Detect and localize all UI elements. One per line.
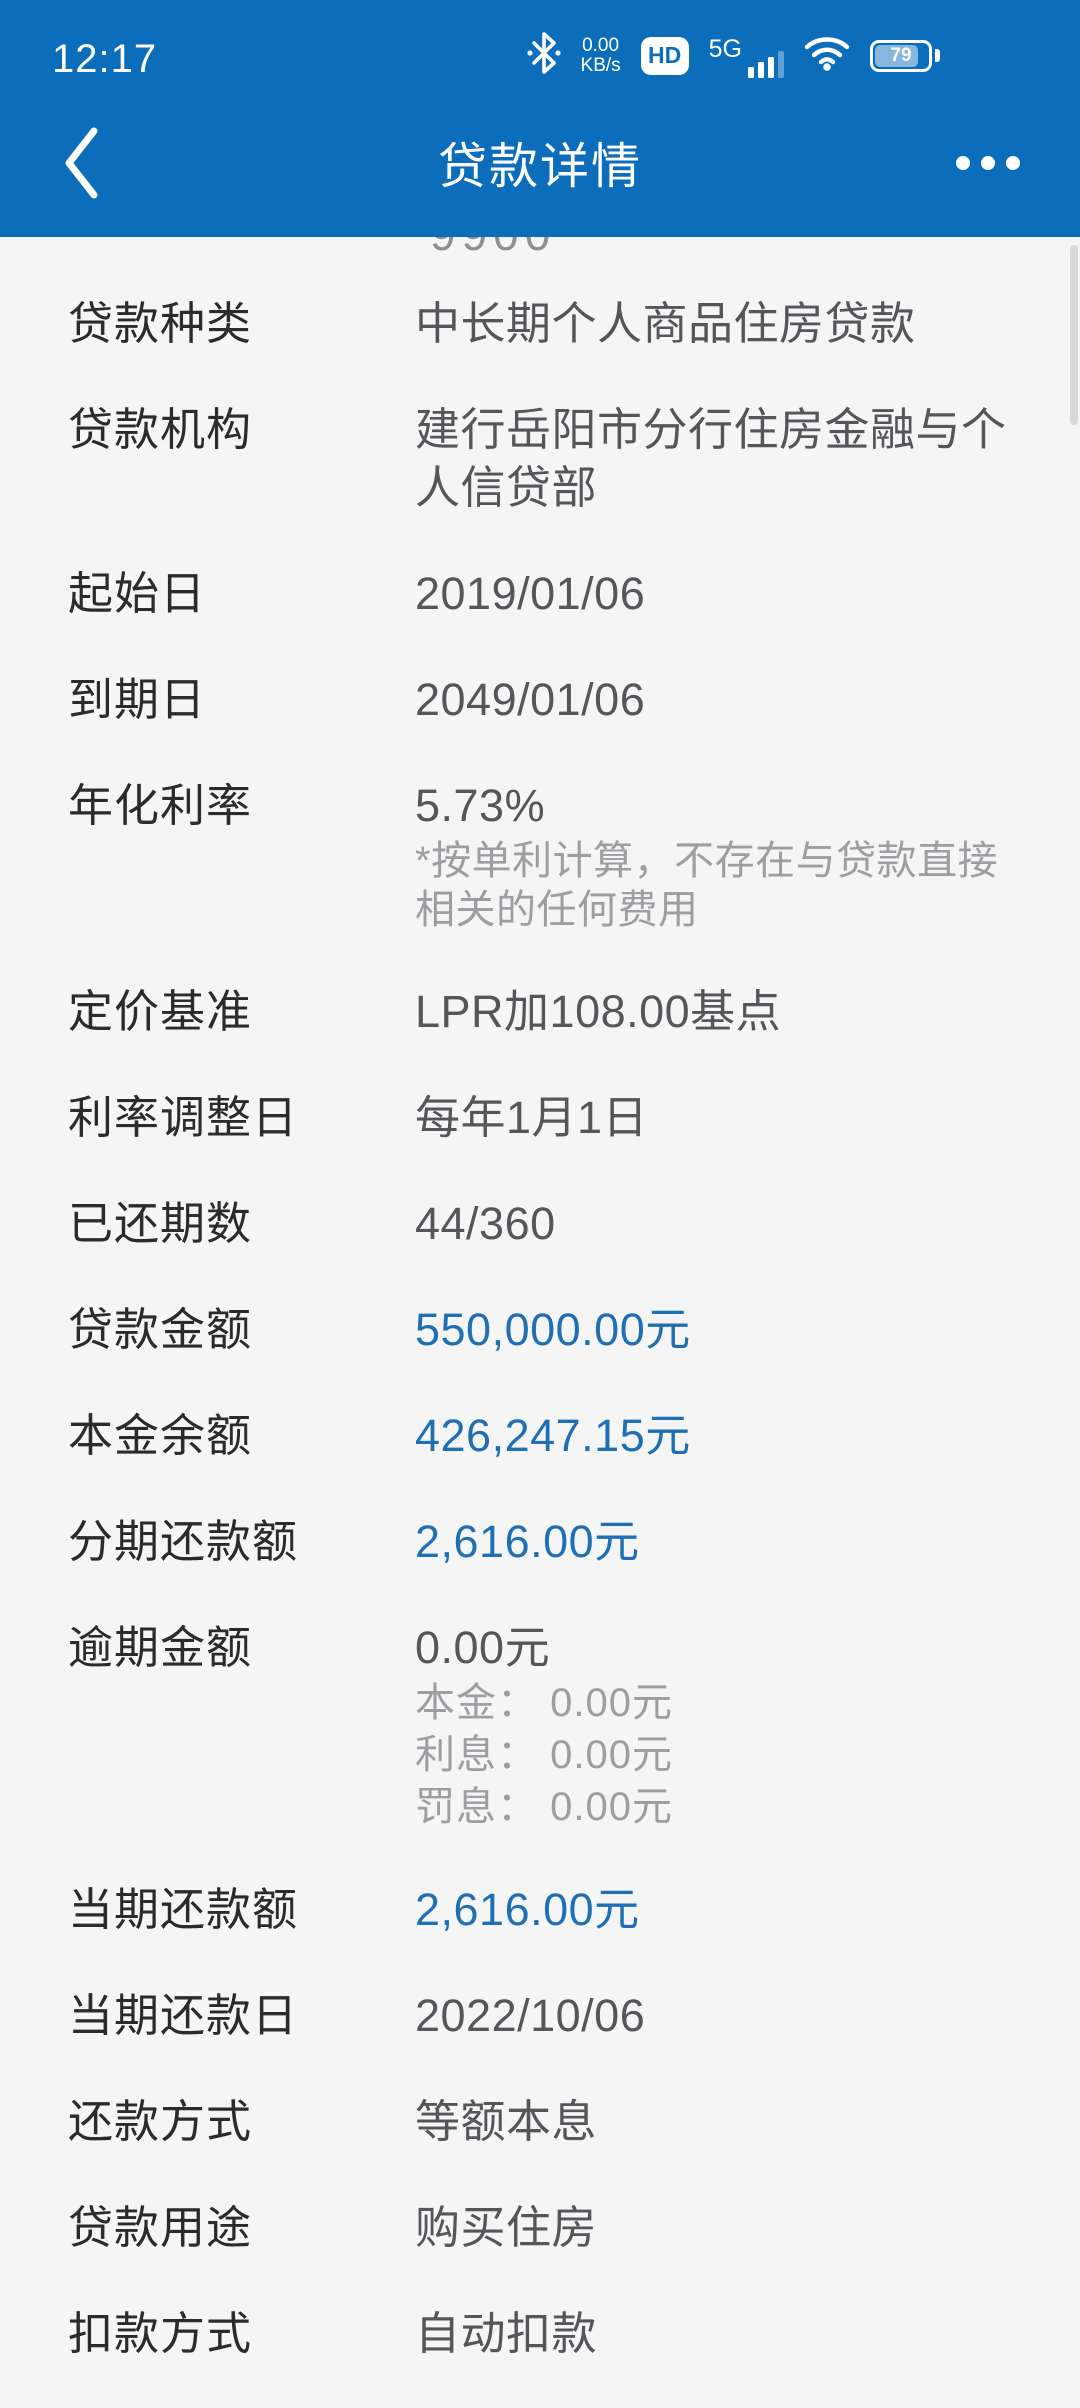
field-value-column: 550,000.00元 [415,1301,1012,1359]
field-value-column: 每年1月1日 [415,1089,1012,1147]
field-value-column: 中长期个人商品住房贷款 [415,295,1012,353]
field-value-column: 建行岳阳市分行住房金融与个人信贷部 [415,401,1012,517]
back-button[interactable] [60,118,120,208]
field-label: 逾期金额 [68,1622,253,1673]
detail-row: 定价基准 LPR加108.00基点 [68,983,1012,1041]
field-label: 利率调整日 [68,1092,299,1143]
field-label: 本金余额 [68,1410,253,1461]
network-speed: 0.00 KB/s [580,34,621,76]
field-value-column: 自动扣款 [415,2305,1012,2363]
field-value: 5.73% [415,780,546,831]
field-value-column: LPR加108.00基点 [415,983,1012,1041]
detail-row: 贷款金额 550,000.00元 [68,1301,1012,1359]
field-value-column: 2,616.00元 [415,1513,1012,1571]
field-value-column: 0.00元 本金： 0.00元 利息： 0.00元 罚息： 0.00元 [415,1619,1012,1833]
field-label: 起始日 [68,568,207,619]
field-value-column: 2022/10/06 [415,1987,1012,2045]
field-label: 扣款方式 [68,2308,253,2359]
field-label: 贷款金额 [68,1304,253,1355]
field-value: 2,616.00元 [415,1884,640,1935]
field-value: 自动扣款 [415,2308,598,2359]
detail-row: 贷款机构 建行岳阳市分行住房金融与个人信贷部 [68,401,1012,517]
detail-row: 分期还款额 2,616.00元 [68,1513,1012,1571]
status-bar: 12:17 0.00 KB/s HD 5G [0,0,1080,88]
field-sub-line: 本金： 0.00元 [415,1681,673,1725]
field-value-column: 5.73% *按单利计算，不存在与贷款直接相关的任何费用 [415,777,1012,935]
field-value: 等额本息 [415,2096,598,2147]
field-label: 当期还款额 [68,1884,299,1935]
field-label: 已还期数 [68,1198,253,1249]
battery-icon: 79 [870,39,940,72]
field-value: 0.00元 [415,1622,551,1673]
detail-row: 贷款用途 购买住房 [68,2199,1012,2257]
field-value: 2022/10/06 [415,1990,646,2041]
field-note: *按单利计算，不存在与贷款直接相关的任何费用 [415,839,999,932]
field-value-column: 等额本息 [415,2093,1012,2151]
field-label: 还款方式 [68,2096,253,2147]
page-title: 贷款详情 [437,140,642,194]
field-value-column: 44/360 [415,1195,1012,1253]
wifi-icon [804,35,850,76]
detail-row: 起始日 2019/01/06 [68,565,1012,623]
detail-row: 贷款种类 中长期个人商品住房贷款 [68,295,1012,353]
field-label: 到期日 [68,674,207,725]
field-label: 贷款用途 [68,2202,253,2253]
detail-row: 年化利率 5.73% *按单利计算，不存在与贷款直接相关的任何费用 [68,777,1012,935]
field-value: 2019/01/06 [415,568,646,619]
loan-details-list[interactable]: 9900 贷款种类 中长期个人商品住房贷款 贷款机构 建行岳阳市分行住房金融与个… [0,237,1080,2363]
field-sub-line: 罚息： 0.00元 [415,1785,673,1829]
more-menu-button[interactable] [956,136,1020,190]
hd-icon: HD [640,36,689,75]
field-label: 年化利率 [68,780,253,831]
field-value: 购买住房 [415,2202,598,2253]
detail-row: 本金余额 426,247.15元 [68,1407,1012,1465]
detail-row: 到期日 2049/01/06 [68,671,1012,729]
back-chevron-icon [65,127,98,198]
field-value: 建行岳阳市分行住房金融与个人信贷部 [415,404,1007,513]
detail-row: 还款方式 等额本息 [68,2093,1012,2151]
field-value-column: 426,247.15元 [415,1407,1012,1465]
dot-icon [981,155,995,170]
scrollbar-thumb[interactable] [1070,245,1078,425]
field-value: 2049/01/06 [415,674,646,725]
bluetooth-icon [526,29,561,82]
detail-row: 利率调整日 每年1月1日 [68,1089,1012,1147]
clipped-account-number-row: 9900 [430,237,1012,259]
field-value-column: 购买住房 [415,2199,1012,2257]
field-label: 定价基准 [68,986,253,1037]
field-value-column: 2049/01/06 [415,671,1012,729]
dot-icon [956,155,970,170]
field-label: 当期还款日 [68,1990,299,2041]
field-value: LPR加108.00基点 [415,986,782,1037]
signal-5g-icon: 5G [709,34,784,78]
field-label: 分期还款额 [68,1516,299,1567]
field-value: 44/360 [415,1198,556,1249]
field-value: 2,616.00元 [415,1516,640,1567]
field-label: 贷款机构 [68,404,253,455]
field-sub-line: 利息： 0.00元 [415,1733,673,1777]
field-value-column: 2,616.00元 [415,1881,1012,1939]
field-value: 中长期个人商品住房贷款 [415,298,916,349]
detail-row: 逾期金额 0.00元 本金： 0.00元 利息： 0.00元 罚息： 0.00元 [68,1619,1012,1833]
field-value-column: 2019/01/06 [415,565,1012,623]
clock: 12:17 [52,37,158,81]
nav-bar: 贷款详情 [0,88,1080,237]
detail-row: 当期还款额 2,616.00元 [68,1881,1012,1939]
clipped-account-number: 9900 [430,237,1012,257]
field-value: 550,000.00元 [415,1304,691,1355]
detail-row: 已还期数 44/360 [68,1195,1012,1253]
dot-icon [1006,155,1020,170]
field-value: 每年1月1日 [415,1092,649,1143]
field-label: 贷款种类 [68,298,253,349]
detail-row: 当期还款日 2022/10/06 [68,1987,1012,2045]
detail-row: 扣款方式 自动扣款 [68,2305,1012,2363]
field-value: 426,247.15元 [415,1410,691,1461]
